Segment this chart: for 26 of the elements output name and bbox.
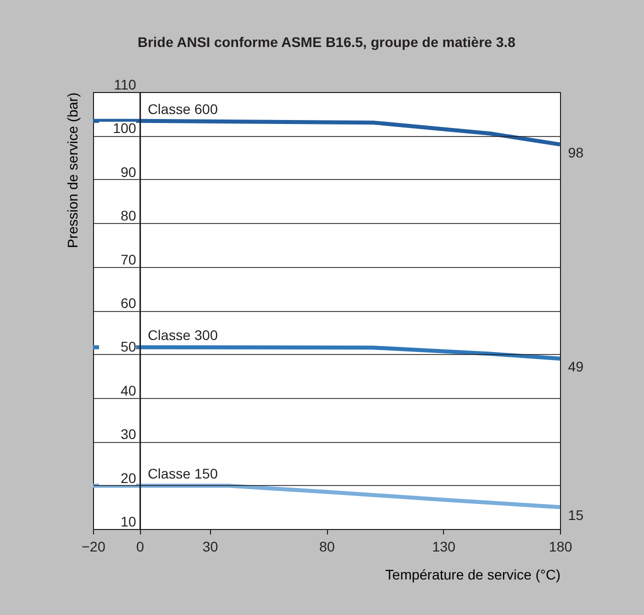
x-tick-label: 130 (432, 538, 456, 554)
y-tick-label: 30 (120, 426, 136, 442)
chart-title: Bride ANSI conforme ASME B16.5, groupe de matière 3.8 (138, 34, 516, 50)
data-label: 98 (568, 144, 584, 160)
x-tick-label: 80 (319, 538, 335, 554)
series-label: Classe 300 (148, 327, 218, 344)
y-tick-label: 20 (120, 470, 136, 486)
y-tick-label: 110 (114, 76, 136, 92)
y-tick-label: 90 (120, 164, 136, 180)
y-tick-label: 60 (120, 295, 136, 311)
y-axis-title: Pression de service (bar) (64, 92, 80, 248)
y-tick-label: 70 (120, 251, 136, 268)
x-tick-label: −20 (82, 538, 106, 554)
x-tick-label: 180 (548, 538, 572, 554)
data-label: 49 (568, 358, 584, 375)
y-tick-label: 50 (120, 338, 136, 355)
y-tick-label: 80 (120, 208, 136, 224)
series-label: Classe 150 (148, 466, 218, 482)
y-tick-label: 10 (120, 514, 136, 530)
x-tick-label: 30 (202, 538, 218, 554)
y-tick-label: 40 (120, 382, 136, 398)
y-tick-label: 100 (112, 120, 136, 136)
series-label: Classe 600 (148, 100, 218, 117)
x-tick-label: 0 (136, 538, 144, 554)
x-axis-title: Température de service (°C) (385, 566, 560, 582)
data-label: 15 (568, 507, 584, 524)
